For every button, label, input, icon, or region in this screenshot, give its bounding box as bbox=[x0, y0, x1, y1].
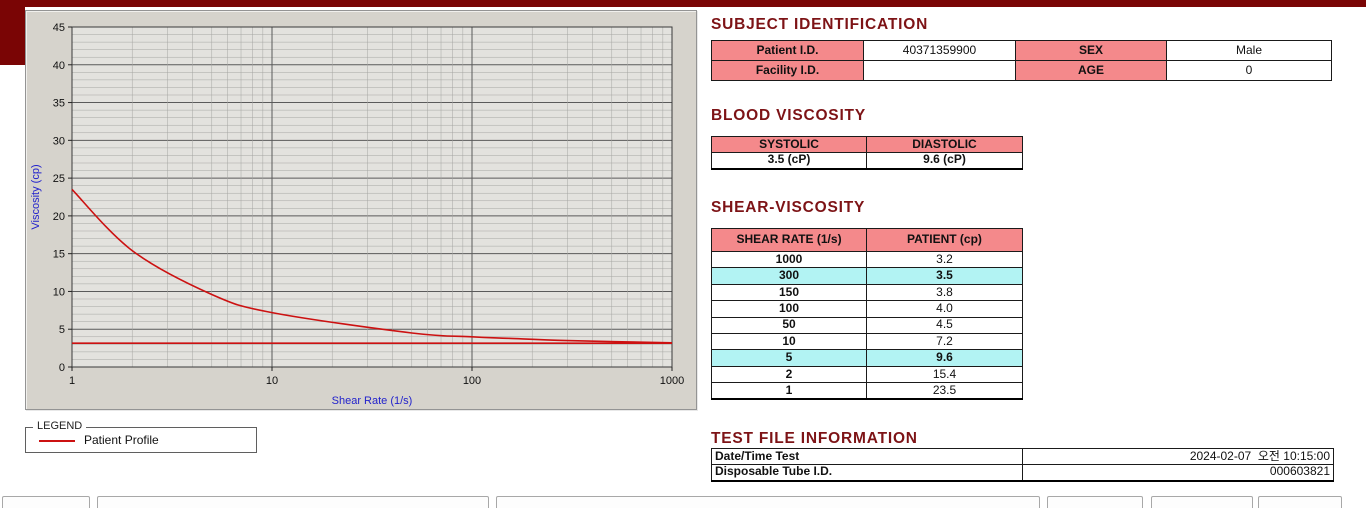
shear-viscosity-row: 10 7.2 bbox=[711, 332, 1023, 351]
svg-text:35: 35 bbox=[53, 98, 65, 110]
table-row: Patient I.D. 40371359900 SEX Male bbox=[711, 40, 1332, 61]
diastolic-value-cell: 9.6 (cP) bbox=[866, 152, 1023, 170]
patient-viscosity-cell: 7.2 bbox=[866, 332, 1023, 351]
svg-text:100: 100 bbox=[463, 375, 481, 387]
shear-viscosity-row: 50 4.5 bbox=[711, 316, 1023, 334]
svg-text:Viscosity (cp): Viscosity (cp) bbox=[30, 164, 42, 229]
shear-rate-cell: 50 bbox=[711, 316, 867, 334]
test-file-information-table: Date/Time Test 2024-02-07 오전 10:15:00 Di… bbox=[711, 448, 1334, 482]
sex-value-cell: Male bbox=[1166, 40, 1332, 61]
shear-rate-cell: 1 bbox=[711, 382, 867, 401]
patient-viscosity-cell: 4.0 bbox=[866, 300, 1023, 318]
left-accent-block bbox=[0, 0, 25, 65]
shear-viscosity-tbody: 1000 3.2 300 3.5 150 3.8 100 4.0 50 4.5 10 7.2 5 9.6 2… bbox=[711, 250, 1023, 401]
shear-rate-cell: 2 bbox=[711, 365, 867, 384]
svg-text:Shear Rate (1/s): Shear Rate (1/s) bbox=[332, 395, 413, 407]
bottom-panel-button-2[interactable] bbox=[97, 496, 489, 508]
patient-viscosity-cell: 9.6 bbox=[866, 349, 1023, 367]
svg-text:25: 25 bbox=[53, 173, 65, 185]
patient-viscosity-cell: 23.5 bbox=[866, 382, 1023, 401]
bottom-panel-button-3[interactable] bbox=[496, 496, 1040, 508]
patient-viscosity-cell: 15.4 bbox=[866, 365, 1023, 384]
shear-rate-cell: 10 bbox=[711, 332, 867, 351]
viscosity-chart-panel: 0 5 10 15 20 25 30 35 40 45 1 10 100 1000 Shear Rate (… bbox=[25, 10, 697, 410]
svg-text:10: 10 bbox=[53, 286, 65, 298]
shear-viscosity-row: 1 23.5 bbox=[711, 382, 1023, 401]
shear-rate-cell: 300 bbox=[711, 267, 867, 285]
shear-rate-cell: 150 bbox=[711, 283, 867, 302]
table-row: 3.5 (cP) 9.6 (cP) bbox=[711, 152, 1023, 170]
systolic-header-cell: SYSTOLIC bbox=[711, 136, 867, 153]
sex-label-cell: SEX bbox=[1015, 40, 1167, 61]
shear-viscosity-chart: 0 5 10 15 20 25 30 35 40 45 1 10 100 1000 Shear Rate (… bbox=[30, 22, 684, 407]
table-row: SYSTOLIC DIASTOLIC bbox=[711, 136, 1023, 153]
age-value-cell: 0 bbox=[1166, 60, 1332, 81]
patient-id-label-cell: Patient I.D. bbox=[711, 40, 864, 61]
patient-header-cell: PATIENT (cp) bbox=[866, 228, 1023, 252]
svg-text:0: 0 bbox=[59, 362, 65, 374]
patient-profile-line-sample bbox=[39, 440, 75, 442]
svg-text:45: 45 bbox=[53, 22, 65, 34]
shear-viscosity-row: 5 9.6 bbox=[711, 349, 1023, 367]
legend-item-label: Patient Profile bbox=[84, 433, 159, 447]
systolic-value-cell: 3.5 (cP) bbox=[711, 152, 867, 170]
svg-text:15: 15 bbox=[53, 249, 65, 261]
top-accent-bar bbox=[0, 0, 1366, 7]
shear-viscosity-row: 300 3.5 bbox=[711, 267, 1023, 285]
shear-viscosity-row: 150 3.8 bbox=[711, 283, 1023, 302]
svg-text:30: 30 bbox=[53, 135, 65, 147]
svg-text:10: 10 bbox=[266, 375, 278, 387]
svg-text:40: 40 bbox=[53, 60, 65, 72]
svg-text:1000: 1000 bbox=[660, 375, 684, 387]
svg-text:5: 5 bbox=[59, 324, 65, 336]
patient-viscosity-cell: 3.8 bbox=[866, 283, 1023, 302]
facility-id-label-cell: Facility I.D. bbox=[711, 60, 864, 81]
bottom-panel-button-5[interactable] bbox=[1151, 496, 1253, 508]
diastolic-header-cell: DIASTOLIC bbox=[866, 136, 1023, 153]
shear-rate-cell: 100 bbox=[711, 300, 867, 318]
bottom-panel-button-1[interactable] bbox=[2, 496, 90, 508]
patient-viscosity-cell: 3.5 bbox=[866, 267, 1023, 285]
chart-legend: LEGEND Patient Profile bbox=[25, 420, 257, 453]
shear-rate-cell: 5 bbox=[711, 349, 867, 367]
table-row: Date/Time Test 2024-02-07 오전 10:15:00 bbox=[711, 448, 1334, 465]
shear-viscosity-row: 2 15.4 bbox=[711, 365, 1023, 384]
table-row: Disposable Tube I.D. 000603821 bbox=[711, 464, 1334, 482]
blood-viscosity-table: SYSTOLIC DIASTOLIC 3.5 (cP) 9.6 (cP) bbox=[711, 136, 1023, 170]
test-file-information-heading: TEST FILE INFORMATION bbox=[711, 430, 918, 447]
patient-viscosity-cell: 3.2 bbox=[866, 250, 1023, 269]
subject-identification-table: Patient I.D. 40371359900 SEX Male Facili… bbox=[711, 40, 1332, 81]
shear-rate-cell: 1000 bbox=[711, 250, 867, 269]
table-header-row: SHEAR RATE (1/s) PATIENT (cp) bbox=[711, 228, 1023, 252]
subject-identification-heading: SUBJECT IDENTIFICATION bbox=[711, 16, 929, 33]
blood-viscosity-heading: BLOOD VISCOSITY bbox=[711, 107, 866, 124]
shear-viscosity-table: SHEAR RATE (1/s) PATIENT (cp) 1000 3.2 300… bbox=[711, 228, 1023, 401]
tube-id-label-cell: Disposable Tube I.D. bbox=[711, 464, 1023, 482]
date-time-label-cell: Date/Time Test bbox=[711, 448, 1023, 465]
patient-id-value-cell: 40371359900 bbox=[863, 40, 1016, 61]
legend-title: LEGEND bbox=[33, 420, 87, 432]
shear-viscosity-heading: SHEAR-VISCOSITY bbox=[711, 199, 866, 216]
bottom-panel-button-4[interactable] bbox=[1047, 496, 1143, 508]
tube-id-value-cell: 000603821 bbox=[1022, 464, 1334, 482]
shear-viscosity-row: 1000 3.2 bbox=[711, 250, 1023, 269]
date-time-value-cell: 2024-02-07 오전 10:15:00 bbox=[1022, 448, 1334, 465]
table-row: Facility I.D. AGE 0 bbox=[711, 60, 1332, 81]
age-label-cell: AGE bbox=[1015, 60, 1167, 81]
patient-viscosity-cell: 4.5 bbox=[866, 316, 1023, 334]
shear-rate-header-cell: SHEAR RATE (1/s) bbox=[711, 228, 867, 252]
bottom-panel-button-6[interactable] bbox=[1258, 496, 1342, 508]
svg-text:1: 1 bbox=[69, 375, 75, 387]
facility-id-value-cell bbox=[863, 60, 1016, 81]
shear-viscosity-row: 100 4.0 bbox=[711, 300, 1023, 318]
svg-text:20: 20 bbox=[53, 211, 65, 223]
